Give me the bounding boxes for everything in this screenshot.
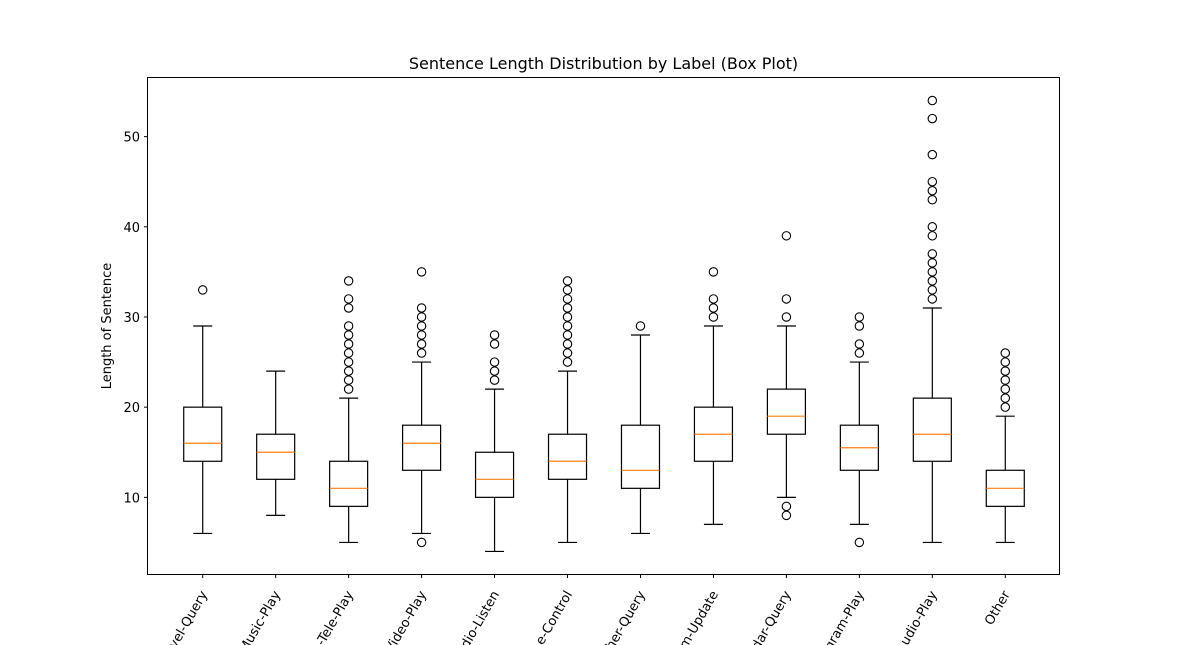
outlier-point bbox=[927, 249, 938, 259]
outlier-point bbox=[781, 231, 792, 241]
outlier-point bbox=[562, 357, 573, 367]
outlier-point bbox=[416, 348, 427, 358]
box bbox=[329, 460, 369, 507]
outlier-point bbox=[1000, 366, 1011, 376]
outlier-point bbox=[416, 537, 427, 548]
outlier-point bbox=[1000, 348, 1011, 358]
y-tick-label: 40 bbox=[123, 221, 140, 236]
outlier-point bbox=[343, 294, 354, 304]
outlier-point bbox=[1000, 402, 1011, 412]
outlier-point bbox=[781, 294, 792, 304]
outlier-point bbox=[562, 348, 573, 358]
outlier-point bbox=[708, 294, 719, 304]
outlier-point bbox=[343, 276, 354, 286]
outlier-point bbox=[927, 267, 938, 277]
outlier-point bbox=[489, 339, 500, 349]
outlier-point bbox=[416, 321, 427, 331]
outlier-point bbox=[562, 312, 573, 322]
outlier-point bbox=[416, 303, 427, 313]
outlier-point bbox=[562, 330, 573, 340]
outlier-point bbox=[708, 267, 719, 277]
outlier-point bbox=[343, 375, 354, 385]
y-tick-label: 20 bbox=[123, 401, 140, 416]
outlier-point bbox=[562, 339, 573, 349]
outlier-point bbox=[927, 194, 938, 205]
outlier-point bbox=[781, 501, 792, 512]
outlier-point bbox=[343, 330, 354, 340]
outlier-point bbox=[416, 339, 427, 349]
outlier-point bbox=[343, 303, 354, 313]
outlier-point bbox=[416, 267, 427, 277]
outlier-point bbox=[343, 321, 354, 331]
outlier-point bbox=[927, 258, 938, 268]
outlier-point bbox=[781, 510, 792, 521]
outlier-point bbox=[927, 149, 938, 160]
box bbox=[256, 433, 296, 480]
outlier-point bbox=[927, 222, 938, 232]
outlier-point bbox=[416, 330, 427, 340]
outlier-point bbox=[854, 339, 865, 349]
outlier-point bbox=[854, 537, 865, 548]
plot-frame bbox=[147, 77, 1060, 575]
outlier-point bbox=[1000, 384, 1011, 394]
box bbox=[620, 424, 661, 489]
outlier-point bbox=[927, 176, 938, 187]
outlier-point bbox=[1000, 357, 1011, 367]
outlier-point bbox=[927, 231, 938, 241]
outlier-point bbox=[343, 384, 354, 394]
y-tick-label: 10 bbox=[123, 491, 140, 506]
outlier-point bbox=[927, 95, 938, 106]
box bbox=[912, 397, 952, 462]
outlier-point bbox=[489, 366, 500, 376]
box bbox=[402, 424, 442, 471]
outlier-point bbox=[854, 312, 865, 322]
outlier-point bbox=[854, 348, 865, 358]
outlier-point bbox=[1000, 393, 1011, 403]
outlier-point bbox=[562, 285, 573, 295]
outlier-point bbox=[1000, 375, 1011, 385]
box bbox=[547, 433, 588, 480]
outlier-point bbox=[489, 357, 500, 367]
outlier-point bbox=[708, 312, 719, 322]
outlier-point bbox=[489, 375, 500, 385]
outlier-point bbox=[416, 312, 427, 322]
outlier-point bbox=[635, 321, 646, 331]
outlier-point bbox=[343, 366, 354, 376]
outlier-point bbox=[343, 339, 354, 349]
outlier-point bbox=[489, 330, 500, 340]
outlier-point bbox=[781, 312, 792, 322]
outlier-point bbox=[343, 348, 354, 358]
box bbox=[766, 388, 807, 435]
outlier-point bbox=[927, 276, 938, 286]
outlier-point bbox=[927, 294, 938, 304]
y-tick-label: 50 bbox=[123, 131, 140, 146]
y-axis-label: Length of Sentence bbox=[100, 263, 115, 390]
box bbox=[474, 451, 515, 498]
outlier-point bbox=[562, 303, 573, 313]
outlier-point bbox=[562, 276, 573, 286]
outlier-point bbox=[562, 321, 573, 331]
outlier-point bbox=[927, 113, 938, 124]
outlier-point bbox=[562, 294, 573, 304]
outlier-point bbox=[854, 321, 865, 331]
y-tick-label: 30 bbox=[123, 311, 140, 326]
outlier-point bbox=[197, 285, 208, 295]
outlier-point bbox=[927, 185, 938, 196]
chart-title: Sentence Length Distribution by Label (B… bbox=[409, 54, 798, 73]
outlier-point bbox=[708, 303, 719, 313]
box bbox=[183, 406, 223, 462]
outlier-point bbox=[343, 357, 354, 367]
outlier-point bbox=[927, 285, 938, 295]
